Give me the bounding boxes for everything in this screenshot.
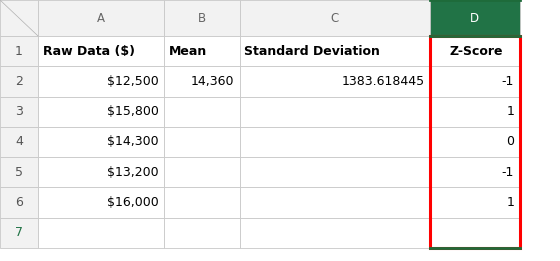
- Text: Raw Data ($): Raw Data ($): [43, 45, 134, 58]
- Bar: [0, 97, 38, 127]
- Bar: [240, 187, 430, 218]
- Bar: [430, 218, 520, 248]
- Text: 0: 0: [506, 135, 514, 149]
- Text: 2: 2: [15, 75, 23, 88]
- Bar: [164, 157, 240, 187]
- Bar: [164, 66, 240, 97]
- Text: 1: 1: [506, 196, 514, 209]
- Bar: [430, 157, 520, 187]
- Bar: [430, 97, 520, 127]
- Bar: [38, 218, 164, 248]
- Bar: [38, 0, 164, 36]
- Text: 7: 7: [15, 226, 23, 239]
- Bar: [0, 187, 38, 218]
- Text: D: D: [470, 11, 479, 25]
- Text: 6: 6: [15, 196, 23, 209]
- Bar: [38, 66, 164, 97]
- Bar: [0, 157, 38, 187]
- Text: Z-Score: Z-Score: [449, 45, 503, 58]
- Bar: [0, 127, 38, 157]
- Text: C: C: [331, 11, 339, 25]
- Bar: [38, 157, 164, 187]
- Text: $13,200: $13,200: [107, 166, 158, 179]
- Bar: [430, 0, 520, 36]
- Text: 1383.618445: 1383.618445: [342, 75, 424, 88]
- Bar: [38, 127, 164, 157]
- Bar: [164, 218, 240, 248]
- Bar: [430, 127, 520, 157]
- Text: $15,800: $15,800: [106, 105, 158, 118]
- Bar: [0, 66, 38, 97]
- Text: 1: 1: [506, 105, 514, 118]
- Bar: [0, 36, 38, 66]
- Text: Mean: Mean: [169, 45, 207, 58]
- Bar: [164, 97, 240, 127]
- Text: 5: 5: [15, 166, 23, 179]
- Bar: [240, 127, 430, 157]
- Text: $12,500: $12,500: [107, 75, 158, 88]
- Text: B: B: [198, 11, 206, 25]
- Text: 1: 1: [15, 45, 23, 58]
- Text: Standard Deviation: Standard Deviation: [244, 45, 380, 58]
- Text: -1: -1: [502, 166, 514, 179]
- Text: $14,300: $14,300: [107, 135, 158, 149]
- Bar: [38, 97, 164, 127]
- Bar: [164, 36, 240, 66]
- Bar: [164, 187, 240, 218]
- Bar: [240, 218, 430, 248]
- Bar: [240, 0, 430, 36]
- Bar: [430, 66, 520, 97]
- Text: 3: 3: [15, 105, 23, 118]
- Text: 4: 4: [15, 135, 23, 149]
- Bar: [240, 66, 430, 97]
- Text: 14,360: 14,360: [190, 75, 234, 88]
- Bar: [164, 127, 240, 157]
- Bar: [0, 0, 38, 36]
- Text: A: A: [97, 11, 105, 25]
- Bar: [430, 187, 520, 218]
- Bar: [240, 157, 430, 187]
- Bar: [240, 97, 430, 127]
- Bar: [430, 36, 520, 66]
- Bar: [430, 36, 520, 248]
- Text: -1: -1: [502, 75, 514, 88]
- Text: $16,000: $16,000: [107, 196, 158, 209]
- Bar: [164, 0, 240, 36]
- Bar: [38, 36, 164, 66]
- Bar: [38, 187, 164, 218]
- Bar: [0, 218, 38, 248]
- Bar: [240, 36, 430, 66]
